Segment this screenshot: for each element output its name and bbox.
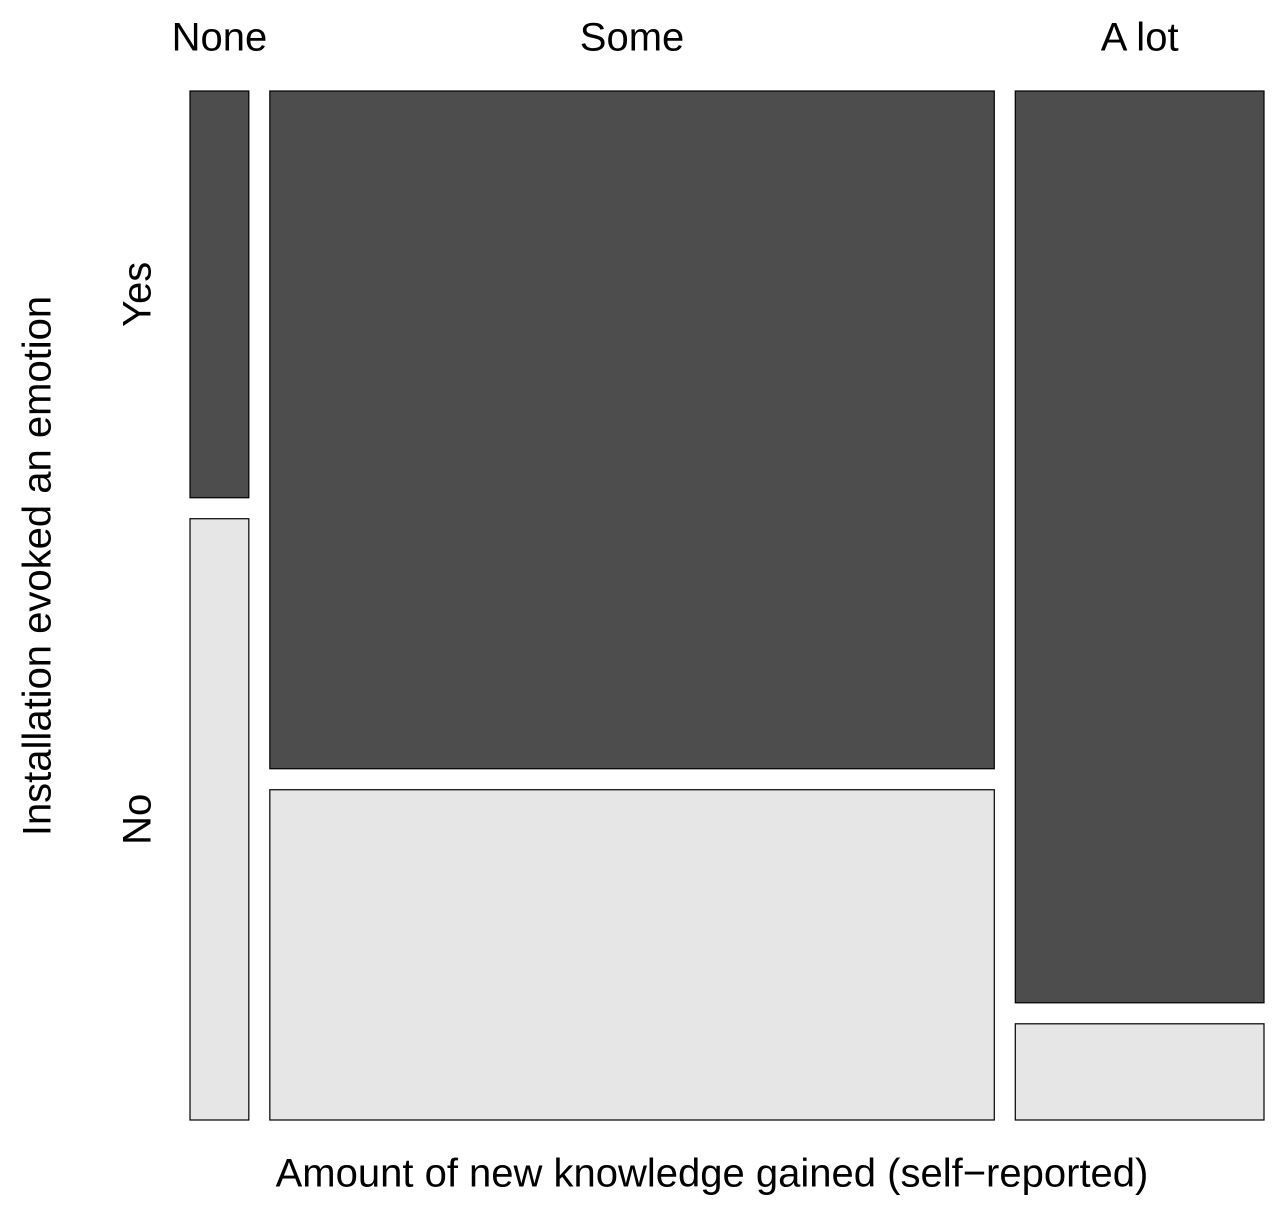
column-label: None [172, 16, 268, 60]
row-label: Yes [116, 262, 160, 327]
x-axis-title: Amount of new knowledge gained (self−rep… [276, 1152, 1149, 1196]
mosaic-cell [189, 518, 250, 1121]
mosaic-cell [269, 90, 995, 770]
mosaic-cell [1014, 90, 1265, 1004]
column-label: Some [580, 16, 685, 60]
mosaic-cell [1014, 1023, 1265, 1121]
mosaic-cell [269, 789, 995, 1121]
row-label: No [116, 794, 160, 845]
column-label: A lot [1101, 16, 1179, 60]
mosaic-cell [189, 90, 250, 499]
y-axis-title: Installation evoked an emotion [16, 296, 60, 836]
